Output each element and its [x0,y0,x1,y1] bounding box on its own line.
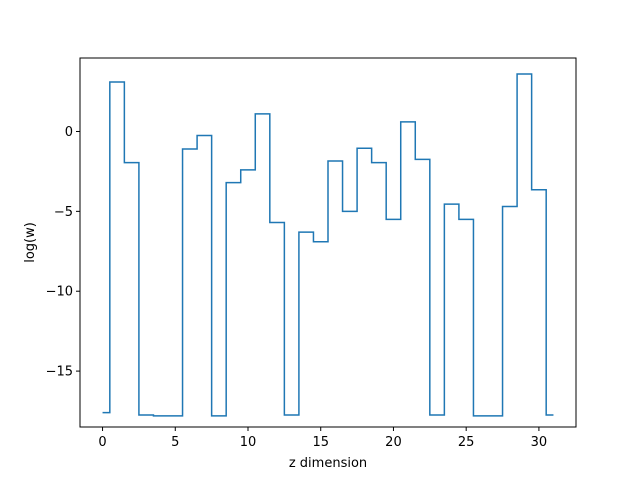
y-tick-label: −5 [54,205,73,220]
series-line-0 [102,73,554,417]
x-tick-label: 0 [98,435,106,450]
x-axis-ticks: 0 5 10 15 20 25 30 [98,427,547,450]
y-axis-ticks: −15 −10 −5 0 [46,125,80,380]
y-tick-label: −15 [46,365,73,380]
x-tick-label: 20 [385,435,402,450]
x-tick-label: 15 [312,435,329,450]
plot-area [102,73,554,417]
y-tick-label: 0 [65,125,73,140]
x-axis-label: z dimension [289,456,367,471]
x-tick-label: 10 [240,435,257,450]
x-tick-label: 5 [171,435,179,450]
x-tick-label: 30 [531,435,548,450]
y-axis-label: log(w) [23,222,38,263]
axes-frame [79,57,577,428]
x-tick-label: 25 [458,435,475,450]
y-tick-label: −10 [46,285,73,300]
